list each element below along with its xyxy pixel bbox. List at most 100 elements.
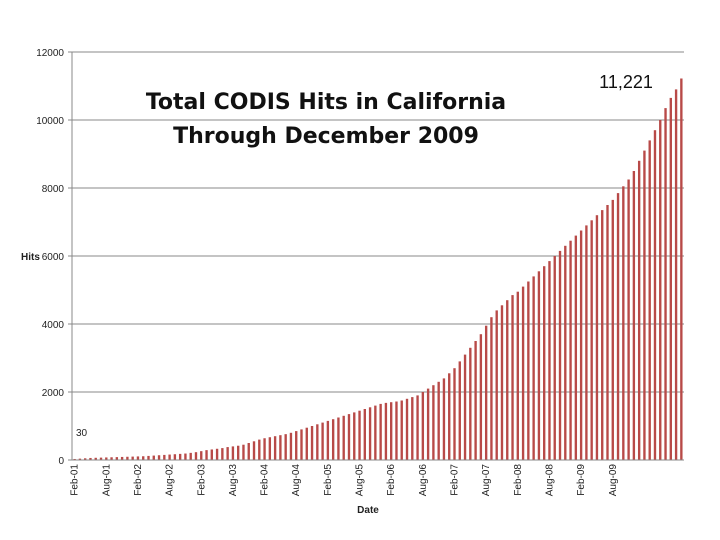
bar — [78, 458, 82, 460]
x-tick-label: Feb-07 — [450, 464, 461, 496]
bar — [173, 454, 177, 460]
bar — [400, 400, 403, 460]
bar — [469, 347, 472, 460]
bar — [163, 454, 166, 460]
bar — [221, 448, 224, 460]
x-tick-label: Feb-02 — [133, 464, 144, 496]
x-tick-label: Feb-08 — [513, 464, 524, 496]
bar — [490, 317, 493, 460]
y-tick-labels: 0 2000 4000 6000 8000 10000 12000 — [36, 48, 64, 467]
bar — [521, 286, 525, 460]
chart-title-line-2: Through December 2009 — [173, 124, 479, 149]
chart-title-line-1: Total CODIS Hits in California — [146, 90, 506, 115]
bar — [516, 291, 519, 460]
x-tick-label: Feb-03 — [196, 464, 207, 496]
x-tick-label: Feb-09 — [576, 464, 587, 496]
bar — [205, 450, 208, 460]
bar — [84, 458, 87, 460]
bar — [252, 441, 256, 460]
x-axis-label: Date — [357, 505, 379, 516]
bar — [405, 398, 409, 460]
bar — [263, 438, 266, 460]
bar — [331, 419, 335, 460]
bar — [537, 271, 541, 460]
x-tick-label: Aug-05 — [355, 464, 366, 497]
bar — [453, 368, 456, 460]
bar — [321, 422, 324, 460]
bar — [178, 453, 182, 460]
x-tick-label: Aug-03 — [228, 464, 239, 497]
end-value-annotation: 11,221 — [599, 72, 653, 92]
bar — [194, 452, 198, 460]
bar — [273, 436, 277, 460]
bar — [89, 457, 92, 460]
bar — [110, 457, 113, 460]
bar — [279, 435, 282, 460]
bar — [105, 457, 108, 460]
x-tick-label: Feb-05 — [323, 464, 334, 496]
bar — [136, 456, 140, 460]
bar — [395, 401, 398, 460]
bar — [585, 225, 588, 460]
bar — [653, 130, 657, 460]
bar — [448, 373, 451, 460]
bar — [532, 276, 535, 460]
bar — [579, 230, 583, 460]
bar — [511, 295, 514, 460]
bar — [310, 426, 314, 460]
bar — [659, 120, 662, 460]
y-tick-label: 2000 — [42, 388, 65, 399]
x-tick-label: Aug-06 — [418, 464, 429, 497]
bar — [390, 402, 393, 460]
bar — [611, 199, 614, 460]
bar — [458, 361, 461, 460]
bar — [237, 445, 240, 460]
bar — [342, 415, 345, 460]
bar — [595, 215, 599, 460]
x-tick-labels: Feb-01 Aug-01 Feb-02 Aug-02 Feb-03 Aug-03 Feb-… — [70, 464, 619, 497]
bar — [495, 310, 498, 460]
bar — [210, 449, 213, 460]
bar — [189, 452, 192, 460]
bar — [226, 447, 229, 460]
bars — [73, 78, 683, 461]
bar — [120, 456, 124, 460]
bar — [73, 458, 76, 460]
bar — [300, 429, 303, 460]
bar — [142, 456, 145, 460]
bar — [326, 420, 330, 460]
bar — [543, 266, 546, 460]
bar — [157, 455, 161, 460]
bar — [627, 179, 630, 460]
x-tick-label: Feb-06 — [386, 464, 397, 496]
bar — [147, 455, 150, 460]
bar — [606, 205, 609, 460]
bar — [669, 97, 672, 461]
bar — [384, 402, 388, 460]
x-tick-label: Aug-02 — [165, 464, 176, 497]
bar — [479, 334, 483, 460]
x-tick-label: Aug-07 — [481, 464, 492, 497]
x-tick-label: Aug-08 — [545, 464, 556, 497]
bar — [574, 235, 578, 460]
bar — [416, 395, 419, 460]
bar — [347, 414, 351, 460]
bar — [632, 171, 636, 460]
y-tick-label: 0 — [58, 456, 64, 467]
bar — [421, 392, 425, 460]
bar — [553, 256, 556, 460]
bar — [411, 397, 414, 460]
bar — [548, 261, 551, 460]
start-value-annotation: 30 — [76, 428, 88, 439]
bar — [680, 78, 683, 461]
bar — [484, 325, 488, 460]
y-axis-label: Hits — [21, 252, 40, 263]
bar — [168, 454, 171, 460]
x-tick-label: Aug-01 — [101, 464, 112, 497]
bar — [432, 385, 435, 460]
bar — [437, 381, 440, 460]
bar — [363, 409, 366, 460]
bar — [558, 250, 562, 460]
x-tick-label: Feb-01 — [70, 464, 81, 496]
